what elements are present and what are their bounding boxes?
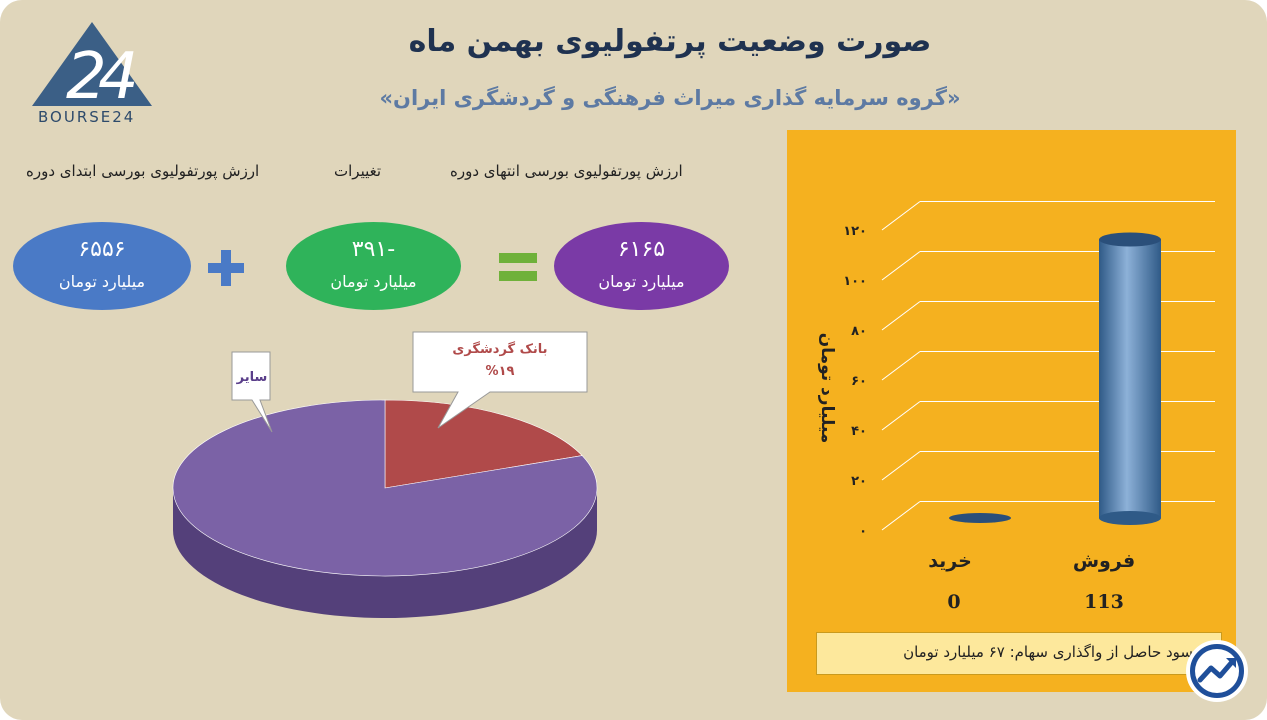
y-tick-label: ۶۰ (851, 374, 867, 389)
bar-top-0 (949, 513, 1011, 523)
bar-chart-panel (787, 130, 1236, 692)
buy-sell-bar-chart: ۰ ۲۰ ۴۰ ۶۰ ۸۰ ۱۰۰ ۱۲۰ خرید 0 فروش 113 میلیارد توم… (817, 201, 1215, 613)
end-value: ۶۱۶۵ (617, 237, 666, 262)
end-value-label: ارزش پورتفولیوی بورسی انتهای دوره (450, 162, 683, 180)
start-value-label: ارزش پورتفولیوی بورسی ابتدای دوره (26, 162, 260, 180)
end-value-unit: میلیارد تومان (598, 272, 685, 291)
grid-diagonal (881, 501, 921, 531)
bank-slice-percent: %۱۹ (485, 364, 515, 379)
category-label-0: خرید (928, 550, 972, 572)
grid-diagonal (881, 251, 921, 281)
change-value: -۳۹۱ (351, 237, 396, 262)
page-subtitle: «گروه سرمایه گذاری میراث فرهنگی و گردشگر… (379, 86, 961, 110)
end-value-oval: ۶۱۶۵ میلیارد تومان (554, 222, 729, 310)
profit-text: سود حاصل از واگذاری سهام: ۶۷ میلیارد توم… (903, 643, 1193, 661)
change-label: تغییرات (334, 162, 382, 180)
start-value-unit: میلیارد تومان (58, 272, 146, 291)
svg-text:2: 2 (66, 40, 107, 114)
start-value-oval: ۶۵۵۶ میلیارد تومان (13, 222, 191, 310)
plus-icon (208, 250, 244, 286)
portfolio-pie-chart (172, 331, 598, 618)
bar-top-1 (1099, 232, 1161, 247)
svg-text:4: 4 (98, 40, 139, 114)
y-tick-label: ۴۰ (851, 424, 867, 439)
y-tick-label: ۰ (859, 524, 867, 539)
profit-summary-box: سود حاصل از واگذاری سهام: ۶۷ میلیارد توم… (816, 632, 1222, 675)
logo-text: BOURSE24 (38, 108, 136, 126)
start-value: ۶۵۵۶ (78, 237, 126, 262)
other-callout-box (231, 351, 273, 433)
y-axis-label: میلیارد تومان (817, 333, 837, 444)
bank-slice-label: بانک گردشگری (452, 342, 548, 357)
value-label-0: 0 (947, 591, 960, 613)
change-value-unit: میلیارد تومان (330, 272, 417, 291)
grid-diagonal (881, 201, 921, 231)
bank-callout-box (412, 331, 588, 429)
y-tick-label: ۱۲۰ (843, 224, 867, 239)
pie-slice-0 (384, 399, 583, 489)
value-label-1: 113 (1084, 591, 1124, 613)
bar-1 (1099, 239, 1161, 518)
grid-diagonal (881, 401, 921, 431)
trend-arrow-icon (1186, 640, 1248, 702)
grid-diagonal (881, 351, 921, 381)
equals-icon (499, 253, 537, 281)
page-title: صورت وضعیت پرتفولیوی بهمن ماه (408, 24, 932, 59)
grid-diagonal (881, 301, 921, 331)
y-tick-label: ۲۰ (851, 474, 867, 489)
other-slice-label: سایر (236, 370, 268, 385)
category-label-1: فروش (1073, 550, 1135, 572)
bourse24-logo-icon: 2 4 (32, 22, 152, 114)
pie-side (173, 488, 597, 618)
change-value-oval: -۳۹۱ میلیارد تومان (286, 222, 461, 310)
bar-base-1 (1099, 511, 1161, 525)
y-tick-label: ۸۰ (851, 324, 867, 339)
y-tick-label: ۱۰۰ (843, 274, 867, 289)
grid-diagonal (881, 451, 921, 481)
pie-slice-1 (172, 399, 598, 577)
